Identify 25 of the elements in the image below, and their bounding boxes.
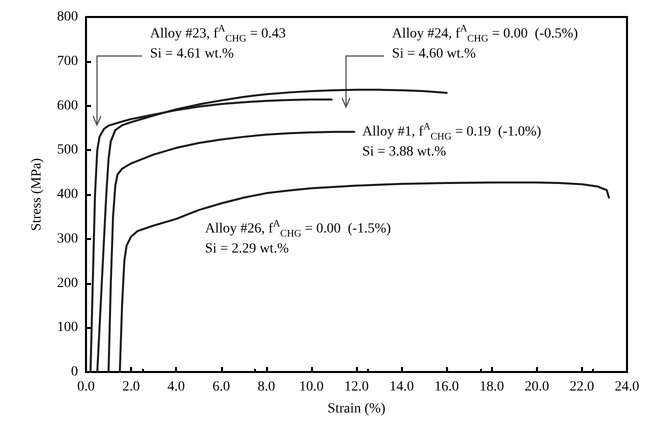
x-tick-label: 6.0: [212, 380, 230, 394]
y-tick-label: 800: [57, 10, 78, 24]
y-tick-label: 200: [57, 276, 78, 291]
x-tick-label: 12.0: [344, 380, 369, 394]
x-tick-label: 22.0: [570, 380, 594, 394]
x-tick-label: 14.0: [389, 380, 414, 394]
y-tick-label: 0: [71, 364, 78, 380]
line-series: [118, 182, 610, 373]
y-tick-label: 700: [57, 54, 78, 69]
x-tick-label: 0.0: [77, 380, 95, 394]
y-tick-label: 400: [57, 187, 78, 202]
y-tick-label: 100: [57, 320, 78, 336]
y-tick-label: 600: [57, 98, 78, 114]
y-tick-label: 300: [57, 231, 78, 246]
y-axis-title: Stress (MPa): [30, 158, 44, 231]
x-tick-label: 8.0: [258, 380, 276, 394]
x-tick-label: 4.0: [167, 380, 185, 394]
x-tick-label: 20.0: [524, 380, 550, 394]
x-tick-label: 10.0: [299, 380, 324, 394]
x-tick-label: 24.0: [614, 380, 640, 394]
y-tick-label: 500: [57, 142, 78, 158]
x-axis-title: Strain (%): [328, 402, 386, 416]
x-tick-label: 16.0: [434, 380, 459, 394]
x-tick-label: 2.0: [122, 380, 140, 394]
x-tick-label: 18.0: [480, 380, 504, 394]
